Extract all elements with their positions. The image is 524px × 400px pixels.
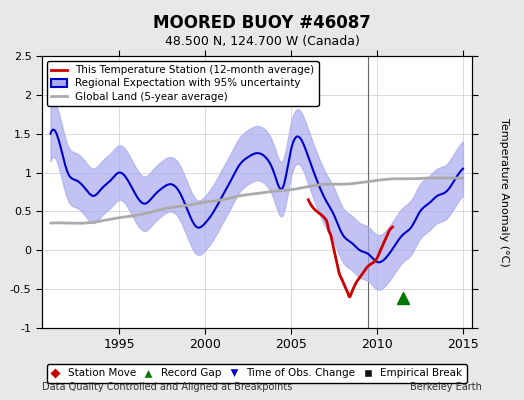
Legend: Station Move, Record Gap, Time of Obs. Change, Empirical Break: Station Move, Record Gap, Time of Obs. C… bbox=[47, 364, 467, 383]
Y-axis label: Temperature Anomaly (°C): Temperature Anomaly (°C) bbox=[499, 118, 509, 266]
Text: Berkeley Earth: Berkeley Earth bbox=[410, 382, 482, 392]
Text: MOORED BUOY #46087: MOORED BUOY #46087 bbox=[153, 14, 371, 32]
Text: Data Quality Controlled and Aligned at Breakpoints: Data Quality Controlled and Aligned at B… bbox=[42, 382, 292, 392]
Text: 48.500 N, 124.700 W (Canada): 48.500 N, 124.700 W (Canada) bbox=[165, 35, 359, 48]
